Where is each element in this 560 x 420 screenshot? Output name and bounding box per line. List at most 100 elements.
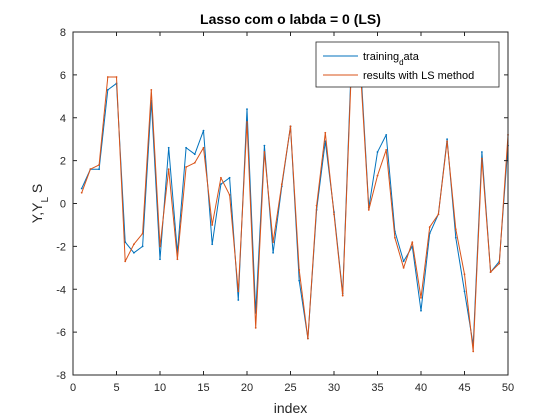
series-2-point [420, 296, 422, 299]
y-tick-label: 0 [60, 199, 66, 211]
y-axis-label-group: Y,YL S [29, 184, 51, 224]
series-2-point [280, 183, 283, 186]
series-1-point [193, 153, 196, 156]
series-1-point [98, 168, 100, 171]
y-axis-label: Y,YL S [29, 184, 51, 224]
legend-label-tail: ata [404, 51, 420, 63]
series-1-point [237, 299, 240, 301]
series-1-point [481, 151, 483, 153]
y-tick-label: 2 [60, 156, 66, 168]
x-axis-ticks: 0 5 10 15 20 25 30 35 40 45 50 [70, 32, 514, 394]
x-tick-label: 20 [241, 382, 253, 394]
series-2-point [315, 204, 318, 207]
series-2-point [193, 161, 196, 164]
series-2-point [376, 174, 379, 177]
legend-label-2: results with LS method [363, 70, 474, 82]
series-1-point [167, 146, 170, 149]
series-1-point [385, 134, 388, 136]
x-tick-label: 25 [284, 382, 296, 394]
series-2-point [333, 213, 335, 216]
series-2-point [185, 166, 188, 168]
series-1-point [185, 146, 188, 149]
series-1-point [246, 108, 248, 111]
series-2-point [202, 146, 205, 149]
legend: trainingdata results with LS method [315, 41, 500, 88]
chart-title: Lasso com o labda = 0 (LS) [200, 11, 381, 27]
y-tick-label: -2 [56, 241, 66, 253]
series-2-point [489, 271, 492, 273]
x-tick-label: 30 [328, 382, 340, 394]
series-2-point [159, 245, 161, 248]
y-tick-label: -4 [56, 284, 66, 296]
series-2-point [272, 241, 274, 243]
legend-label-main: results with LS method [363, 70, 474, 82]
series-2-point [481, 157, 483, 160]
series-line-2 [81, 63, 509, 352]
x-tick-label: 35 [371, 382, 383, 394]
y-tick-label: -8 [56, 370, 66, 382]
series-2-point [211, 224, 214, 226]
x-tick-label: 40 [415, 382, 427, 394]
series-1-point [263, 144, 266, 147]
series-2-point [446, 140, 448, 143]
series-1-point [211, 243, 214, 246]
series-2-point [367, 209, 370, 211]
series-2-point [385, 149, 388, 151]
legend-box [315, 41, 500, 88]
series-1-point [141, 245, 144, 248]
series-2-point [167, 168, 170, 171]
series-2-point [298, 269, 301, 271]
x-tick-label: 50 [502, 382, 514, 394]
y-tick-label: 6 [60, 70, 66, 82]
series-2-point [246, 121, 248, 123]
series-2-point [80, 191, 83, 194]
x-tick-label: 45 [458, 382, 470, 394]
series-2-point [115, 76, 118, 78]
series-2-point [324, 131, 327, 134]
series-2-point [133, 243, 135, 246]
series-1-point [298, 279, 301, 282]
series-1-point [420, 309, 422, 312]
series-1-point [228, 176, 231, 179]
plot-area: 0 5 10 15 20 25 30 35 40 45 50 -8 -6 -4 -2 0 2 4 6 8 [56, 27, 514, 394]
series-2-point [307, 337, 309, 340]
series-2-point [176, 258, 179, 261]
series-1-point [133, 251, 135, 254]
series-2-point [454, 228, 457, 231]
series-2-point [411, 241, 414, 243]
series-1-point [402, 260, 405, 263]
series-2-point [106, 76, 109, 78]
x-tick-label: 5 [113, 382, 119, 394]
legend-label-subscript: d [399, 58, 403, 67]
series-2-point [124, 260, 127, 263]
series-2-point [289, 125, 292, 128]
series-1-point [272, 251, 274, 254]
x-tick-label: 0 [70, 382, 76, 394]
y-tick-label: 8 [60, 27, 66, 39]
series-1-point [220, 183, 222, 186]
x-tick-label: 15 [197, 382, 209, 394]
series-2-point [402, 266, 405, 269]
series-2-point [89, 168, 92, 171]
series-2-point [141, 232, 144, 235]
series-1-point [80, 187, 83, 190]
y-tick-label: 4 [60, 113, 66, 125]
series-2-point [220, 176, 222, 179]
series-1-point [202, 129, 205, 132]
series-2-point [498, 262, 501, 265]
series-1-point [159, 258, 161, 261]
series-2-point [98, 164, 100, 166]
series-2-point [341, 294, 344, 297]
series-2-point [428, 226, 431, 228]
x-tick-label: 10 [154, 382, 166, 394]
series-2-point [150, 88, 153, 91]
series-2-point [263, 151, 266, 153]
x-axis-label: index [274, 400, 307, 416]
series-layer [80, 54, 509, 353]
series-1-point [446, 138, 448, 141]
series-2-point [394, 236, 396, 239]
series-2-point [254, 326, 257, 329]
series-2-point [228, 194, 231, 196]
series-2-point [463, 273, 466, 276]
